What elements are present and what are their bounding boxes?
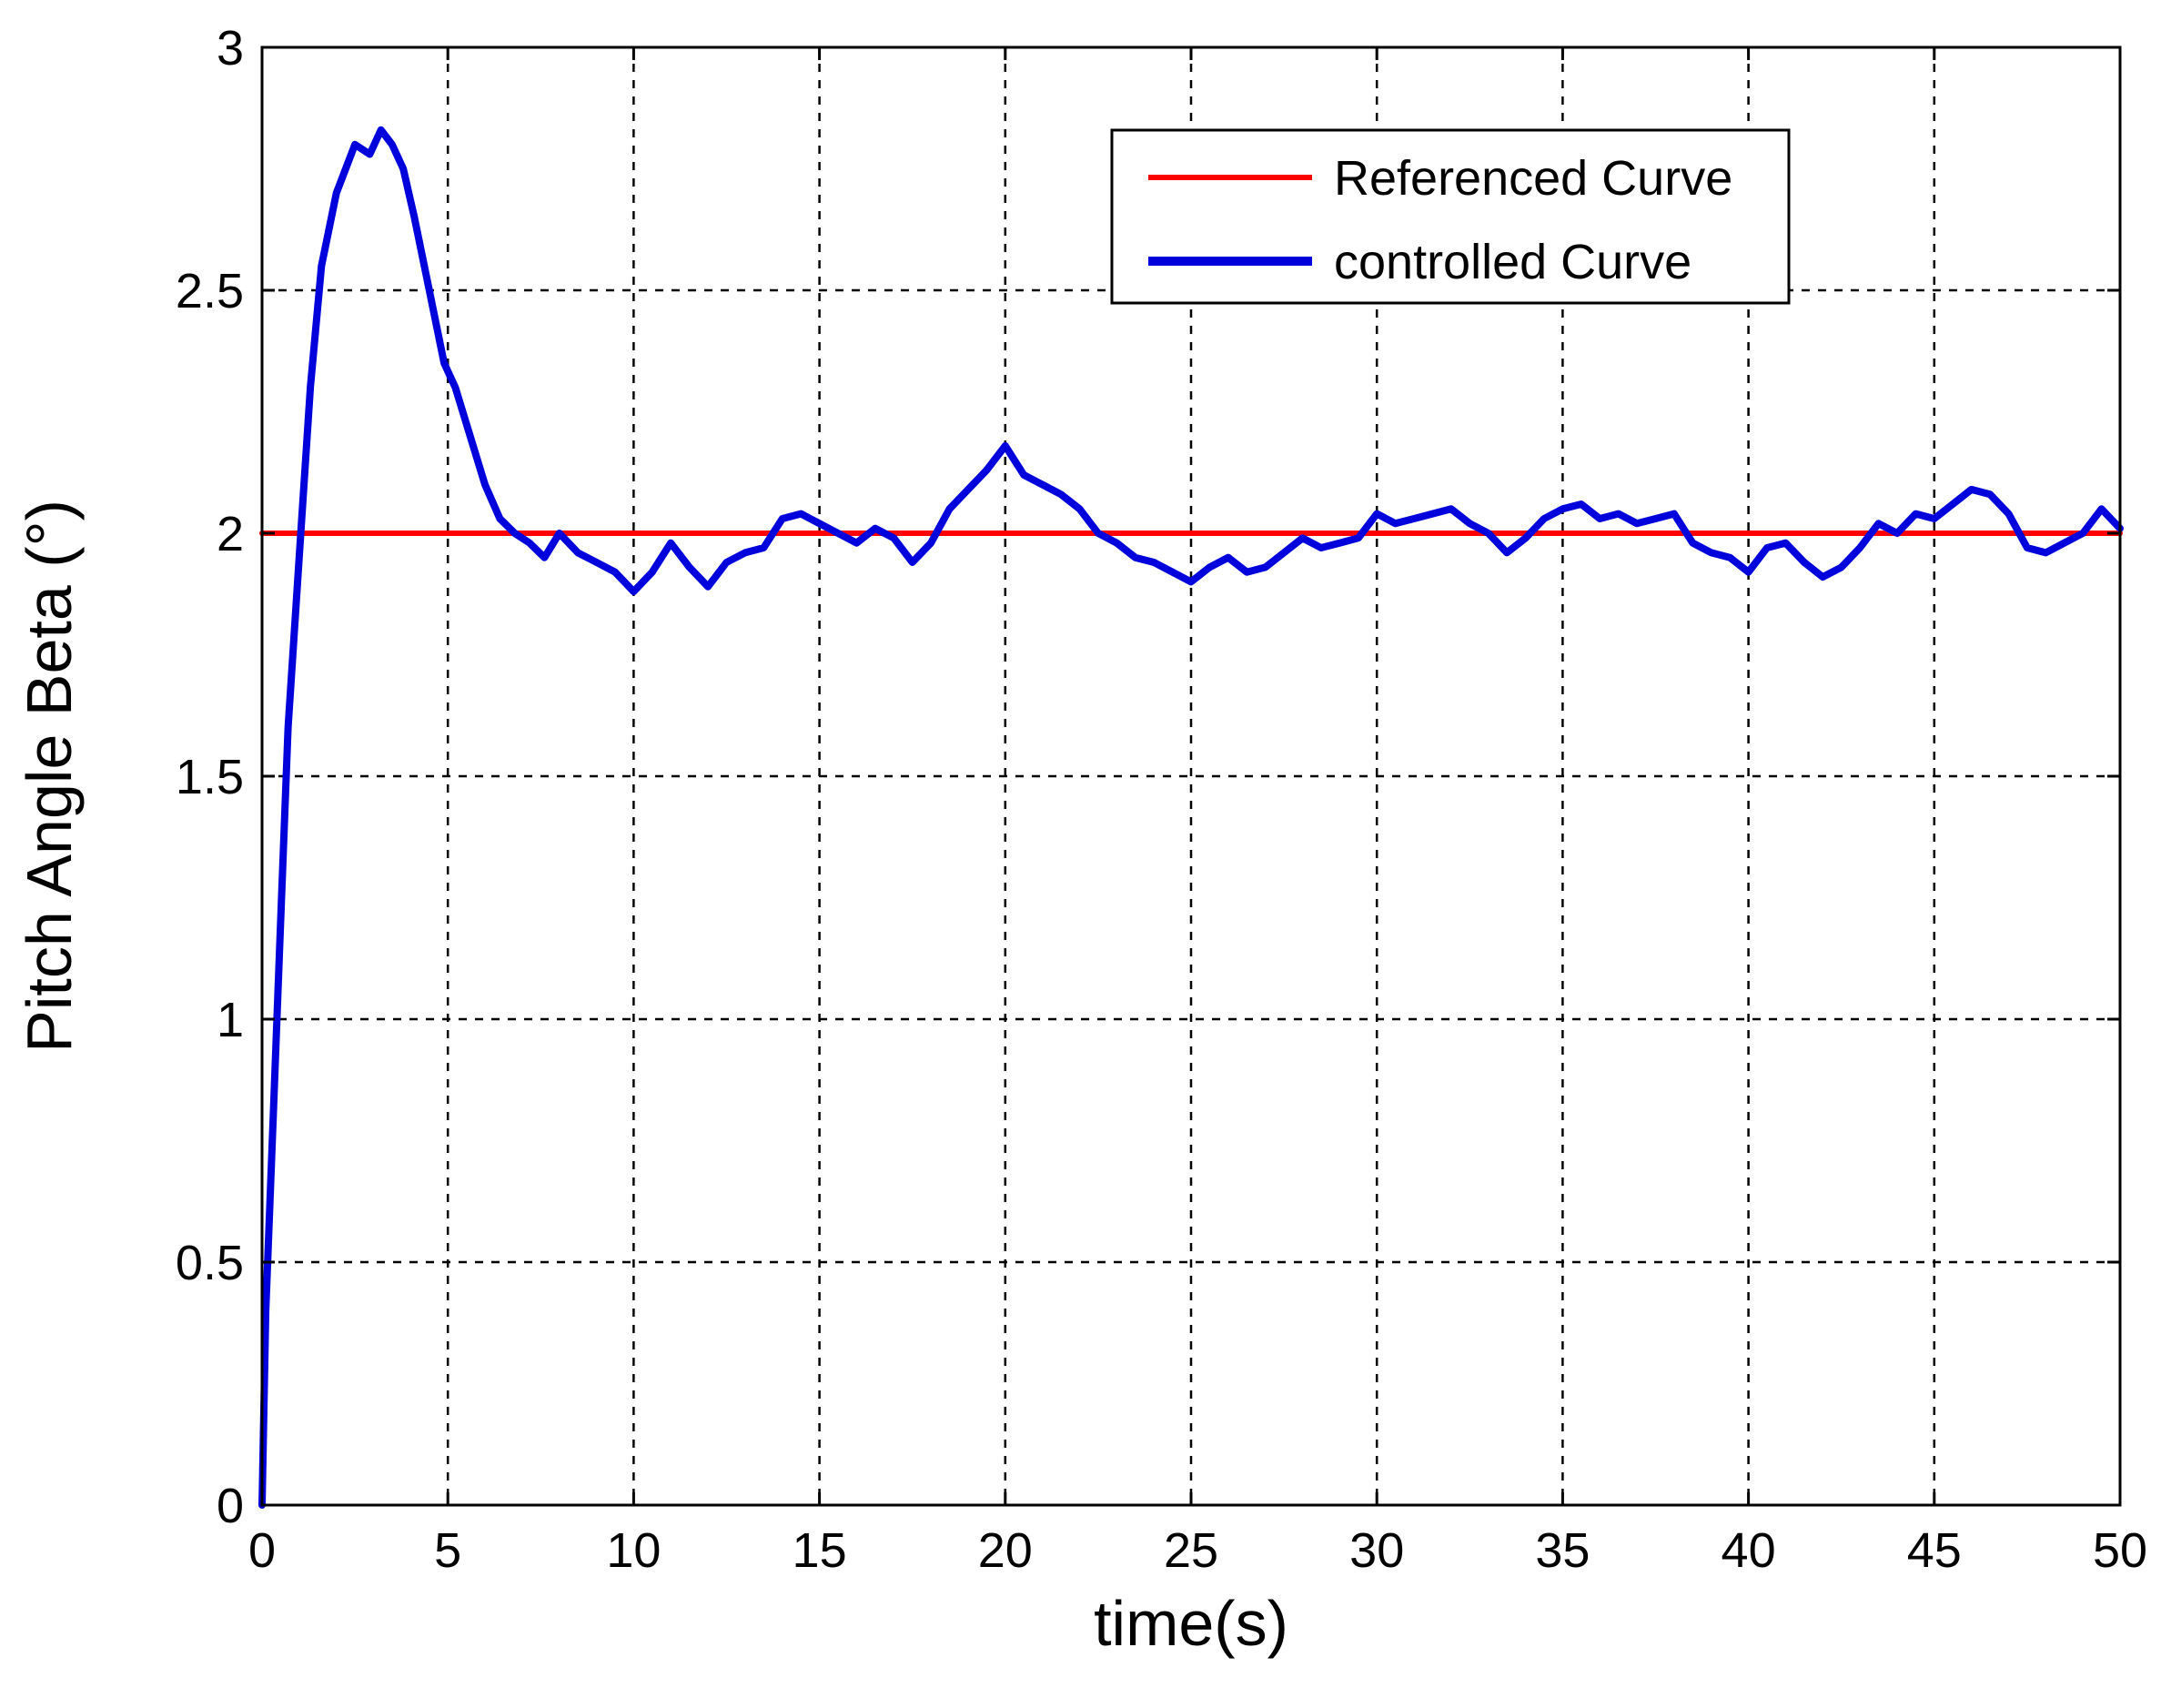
x-tick-label: 50	[2093, 1523, 2147, 1578]
x-tick-label: 20	[978, 1523, 1033, 1578]
grid	[262, 47, 2120, 1505]
legend-label-controlled-curve: controlled Curve	[1334, 235, 1691, 289]
x-axis-label: time(s)	[1094, 1588, 1288, 1659]
x-tick-label: 5	[434, 1523, 461, 1578]
series-controlled-curve	[258, 126, 2124, 1509]
y-tick-label: 1.5	[176, 750, 244, 804]
x-tick-label: 25	[1164, 1523, 1218, 1578]
legend-box	[1110, 128, 1791, 305]
legend-label-referenced-curve: Referenced Curve	[1334, 151, 1732, 206]
legend: Referenced Curve controlled Curve	[1110, 128, 1791, 305]
x-tick-label: 15	[793, 1523, 847, 1578]
x-tick-label: 30	[1349, 1523, 1404, 1578]
x-tick-label: 40	[1722, 1523, 1776, 1578]
x-axis-ticks: 0 5 10 15 20 25 30 35 40 45 50	[248, 47, 2147, 1578]
y-tick-label: 0	[217, 1479, 244, 1533]
series-layer	[258, 126, 2124, 1509]
y-tick-label: 2.5	[176, 264, 244, 318]
y-tick-label: 0.5	[176, 1236, 244, 1290]
x-tick-label: 45	[1907, 1523, 1962, 1578]
x-tick-label: 10	[606, 1523, 661, 1578]
y-axis-label: Pitch Angle Beta (°)	[14, 500, 85, 1053]
x-tick-label: 35	[1535, 1523, 1590, 1578]
y-tick-label: 3	[217, 21, 244, 76]
x-tick-label: 0	[248, 1523, 276, 1578]
y-tick-label: 2	[217, 507, 244, 561]
y-tick-label: 1	[217, 993, 244, 1047]
y-axis-ticks: 0 0.5 1 1.5 2 2.5 3	[176, 21, 2120, 1533]
